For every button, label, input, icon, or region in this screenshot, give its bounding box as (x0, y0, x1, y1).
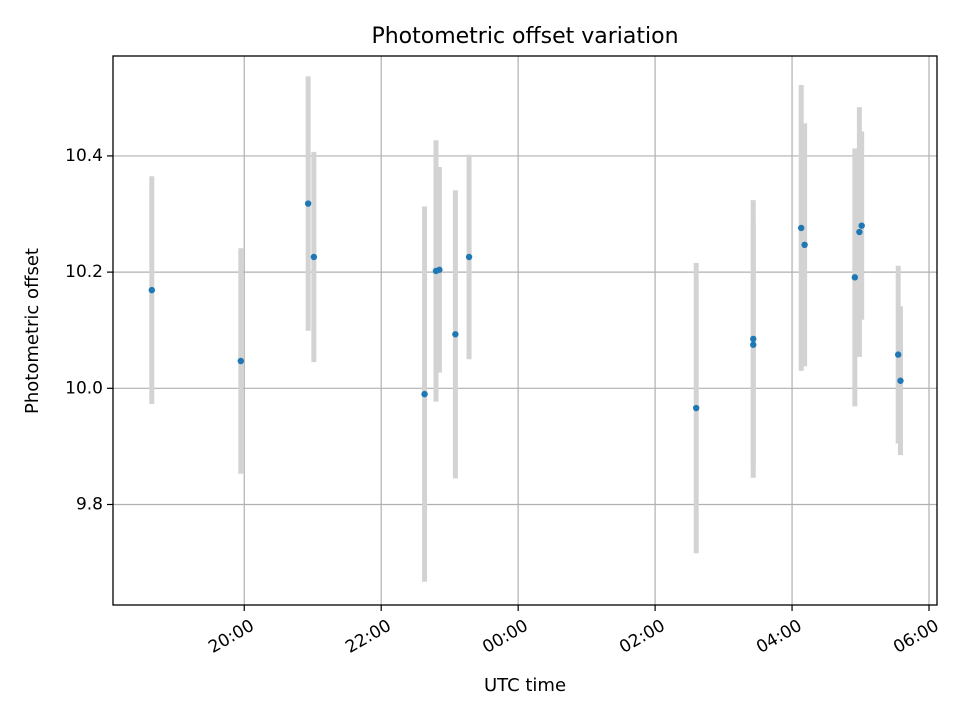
y-tick-label: 10.2 (65, 262, 103, 282)
data-point (310, 253, 318, 261)
data-point (304, 200, 312, 207)
data-point (421, 390, 428, 398)
data-point (692, 404, 700, 412)
y-tick-label: 10.0 (65, 378, 103, 398)
data-point (894, 351, 902, 358)
data-point (801, 241, 808, 249)
data-point (797, 224, 805, 232)
data-point (465, 253, 473, 261)
plot-frame (112, 55, 938, 606)
data-point (436, 266, 443, 273)
data-point (750, 335, 757, 343)
data-point (452, 331, 459, 338)
data-points (148, 200, 904, 412)
y-tick-label: 10.4 (65, 146, 103, 166)
data-point (897, 377, 904, 384)
y-axis-label: Photometric offset (22, 248, 43, 414)
x-axis-label: UTC time (484, 675, 566, 696)
data-point (858, 222, 865, 229)
chart-title: Photometric offset variation (371, 24, 678, 49)
data-point (750, 341, 757, 348)
data-point (851, 274, 859, 281)
data-point (148, 286, 156, 294)
y-tick-label: 9.8 (76, 494, 103, 514)
data-point (856, 228, 863, 236)
data-point (237, 357, 245, 365)
